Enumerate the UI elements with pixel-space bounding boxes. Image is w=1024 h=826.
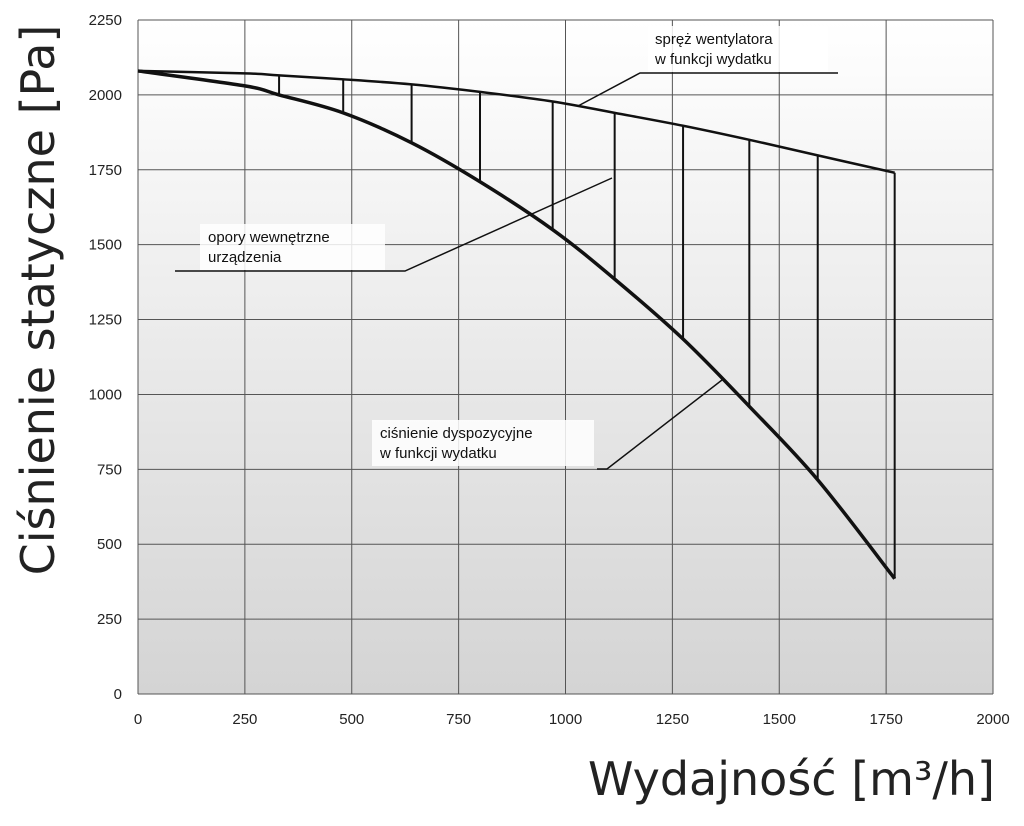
y-tick-1: 250	[97, 611, 122, 628]
x-tick-labels: 0 250 500 750 1000 1250 1500 1750 2000	[134, 711, 1010, 728]
x-axis-title: Wydajność [m³/h]	[588, 752, 995, 806]
leader-line-2	[597, 379, 723, 470]
y-tick-8: 2000	[89, 87, 122, 104]
x-tick-5: 1250	[656, 711, 689, 728]
y-tick-5: 1250	[89, 312, 122, 329]
annotations: spręż wentylatora w funkcji wydatku opory …	[200, 26, 828, 466]
annotation-2-line-1: w funkcji wydatku	[379, 445, 497, 462]
series-fan-pressure	[137, 69, 895, 174]
y-tick-4: 1000	[89, 386, 122, 403]
leader-line-1	[175, 177, 613, 272]
x-tick-7: 1750	[869, 711, 902, 728]
x-tick-4: 1000	[549, 711, 582, 728]
annotation-1-line-0: opory wewnętrzne	[208, 229, 330, 246]
x-tick-0: 0	[134, 711, 142, 728]
y-tick-labels: 0 250 500 750 1000 1250 1500 1750 2000 2250	[89, 12, 122, 703]
x-tick-2: 500	[339, 711, 364, 728]
y-tick-9: 2250	[89, 12, 122, 29]
series-lines	[137, 69, 897, 580]
x-tick-1: 250	[232, 711, 257, 728]
y-axis-title: Ciśnienie statyczne [Pa]	[11, 25, 65, 576]
annotation-2-line-0: ciśnienie dyspozycyjne	[380, 425, 533, 442]
annotation-bg-1	[200, 224, 385, 270]
y-tick-3: 750	[97, 461, 122, 478]
x-tick-8: 2000	[976, 711, 1009, 728]
y-tick-6: 1500	[89, 237, 122, 254]
y-tick-7: 1750	[89, 162, 122, 179]
y-tick-2: 500	[97, 536, 122, 553]
annotation-bg-2	[372, 420, 594, 466]
annotation-1-line-1: urządzenia	[208, 249, 282, 266]
annotation-0-line-0: spręż wentylatora	[655, 31, 773, 48]
annotation-leaders	[175, 72, 838, 470]
x-tick-6: 1500	[763, 711, 796, 728]
y-tick-0: 0	[114, 686, 122, 703]
grid	[137, 19, 994, 695]
leader-line-0	[577, 72, 838, 107]
x-tick-3: 750	[446, 711, 471, 728]
annotation-0-line-1: w funkcji wydatku	[654, 51, 772, 68]
series-available-pressure	[137, 69, 897, 580]
pressure-drop-lines	[278, 75, 896, 579]
annotation-bg-0	[648, 26, 828, 72]
